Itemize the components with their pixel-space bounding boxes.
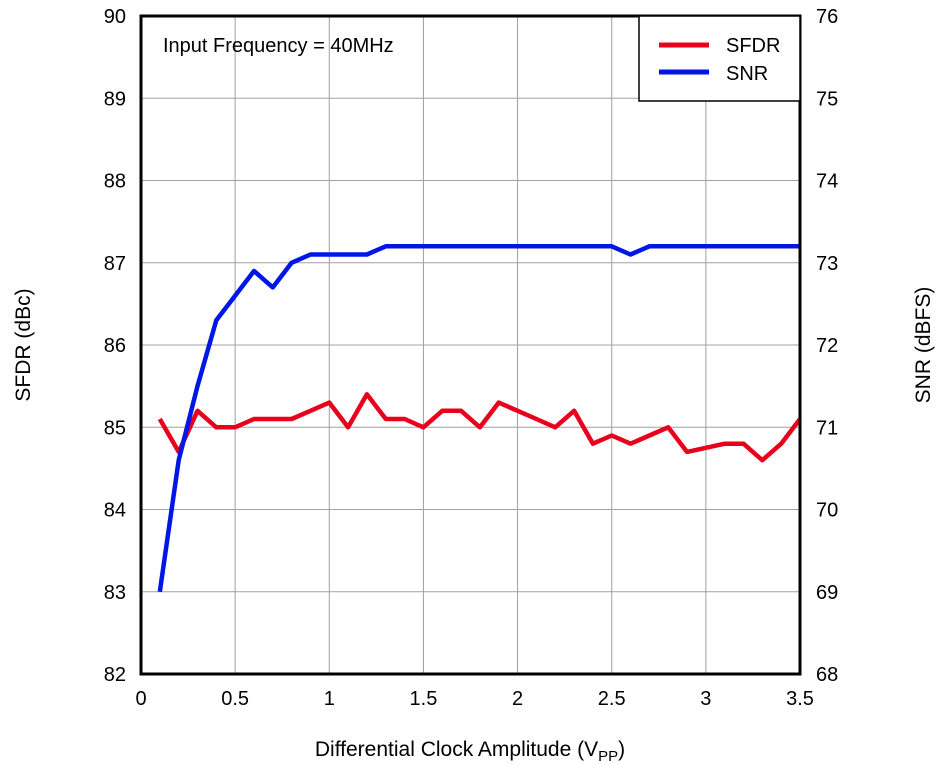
y-right-tick-label: 70	[816, 500, 838, 522]
y-left-tick-label: 90	[104, 6, 126, 28]
annotation-text: Input Frequency = 40MHz	[163, 35, 394, 57]
legend-label-sfdr: SFDR	[726, 35, 780, 57]
y-right-tick-label: 69	[816, 582, 838, 604]
x-axis-label-close: )	[618, 738, 625, 761]
y-right-tick-label: 73	[816, 253, 838, 275]
series-line-snr	[157, 244, 800, 593]
y-left-tick-label: 89	[104, 88, 126, 110]
x-tick-label: 2	[512, 688, 523, 710]
series-layer	[157, 244, 802, 593]
y-right-tick-label: 75	[816, 88, 838, 110]
grid-lines	[141, 16, 800, 674]
right-axis-ticks: 68 69 70 71 72 73 74 75 76	[816, 6, 838, 686]
y-left-tick-label: 82	[104, 664, 126, 686]
legend-label-snr: SNR	[726, 63, 768, 85]
y-right-tick-label: 76	[816, 6, 838, 28]
y-right-tick-label: 72	[816, 335, 838, 357]
y-left-tick-label: 83	[104, 582, 126, 604]
x-tick-label: 1	[324, 688, 335, 710]
x-tick-label: 3	[700, 688, 711, 710]
plot-area-frame	[139, 14, 802, 676]
y-left-tick-label: 87	[104, 253, 126, 275]
y-left-tick-label: 86	[104, 335, 126, 357]
x-tick-label: 0	[135, 688, 146, 710]
y-right-tick-label: 68	[816, 664, 838, 686]
y-left-tick-label: 88	[104, 171, 126, 193]
x-axis-label-main: Differential Clock Amplitude (V	[315, 738, 598, 761]
y-left-tick-label: 84	[104, 500, 126, 522]
y-right-tick-label: 71	[816, 417, 838, 439]
x-tick-label: 2.5	[598, 688, 626, 710]
series-line-sfdr	[157, 392, 802, 463]
left-axis-ticks: 82 83 84 85 86 87 88 89 90	[104, 6, 126, 686]
x-tick-label: 3.5	[786, 688, 814, 710]
x-axis-ticks: 0 0.5 1 1.5 2 2.5 3 3.5	[135, 688, 813, 710]
legend: SFDR SNR	[638, 15, 801, 102]
legend-box	[638, 15, 801, 102]
y-axis-label-left: SFDR (dBc)	[12, 288, 35, 401]
x-axis-label: Differential Clock Amplitude (VPP)	[315, 738, 625, 764]
x-tick-label: 0.5	[221, 688, 249, 710]
x-tick-label: 1.5	[410, 688, 438, 710]
y-axis-label-right: SNR (dBFS)	[912, 287, 935, 404]
y-right-tick-label: 74	[816, 171, 838, 193]
x-axis-label-subscript: PP	[598, 748, 618, 764]
y-left-tick-label: 85	[104, 417, 126, 439]
